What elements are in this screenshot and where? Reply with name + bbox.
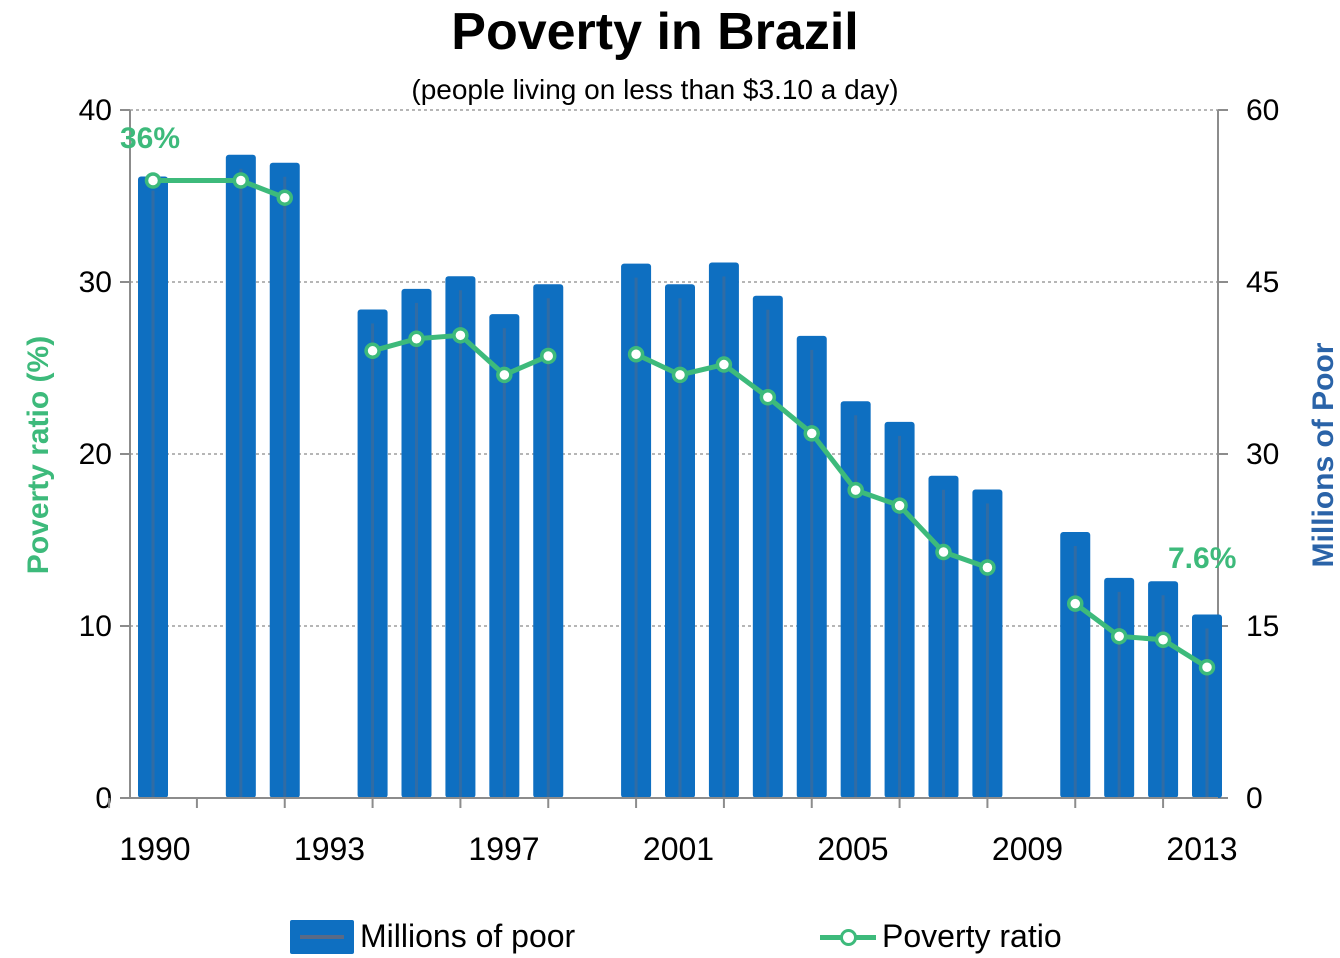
- line-point: [540, 347, 557, 365]
- line-point: [452, 327, 469, 344]
- x-tick-label: 1997: [468, 831, 539, 867]
- line-point: [627, 345, 645, 363]
- chart-subtitle: (people living on less than $3.10 a day): [411, 74, 899, 105]
- y-tick-label-right: 30: [1246, 438, 1279, 471]
- line-point: [364, 342, 381, 360]
- y-tick-label-right: 0: [1246, 782, 1263, 815]
- line-series-segment: [1073, 601, 1209, 670]
- legend-line-label: Poverty ratio: [882, 918, 1062, 954]
- legend-line-swatch: [820, 927, 876, 947]
- x-tick-label: 1990: [119, 831, 190, 867]
- line-point: [671, 366, 689, 384]
- legend-item-bars: Millions of poor: [290, 918, 575, 955]
- annotation-start: 36%: [120, 122, 180, 155]
- y-axis-title-left: Poverty ratio (%): [22, 336, 55, 574]
- x-tick-label: 1993: [294, 831, 365, 867]
- line-point: [935, 543, 952, 561]
- line-point: [1198, 659, 1216, 676]
- y-tick-label-right: 60: [1246, 94, 1279, 127]
- line-point: [1154, 631, 1172, 649]
- line-point: [276, 189, 293, 206]
- line-point: [891, 497, 908, 514]
- legend-item-line: Poverty ratio: [820, 918, 1062, 955]
- line-series-segment: [153, 178, 286, 201]
- y-tick-label-left: 0: [95, 782, 112, 815]
- line-point: [1110, 628, 1128, 645]
- line-point: [1067, 595, 1084, 612]
- line-point: [847, 481, 864, 499]
- y-tick-label-right: 15: [1246, 610, 1279, 643]
- x-tick-label: 2013: [1166, 831, 1237, 867]
- legend-bars-label: Millions of poor: [360, 918, 576, 954]
- x-tick-label: 2005: [817, 831, 888, 867]
- y-tick-label-left: 10: [79, 610, 112, 643]
- chart-plot-area: 0 10 20 30 40 0 15 30 45 60 1990 1993 1997 2001 2005 20…: [22, 94, 1340, 867]
- line-point: [715, 356, 733, 373]
- line-point: [803, 425, 820, 442]
- x-tick-label: 2001: [643, 831, 714, 867]
- line-point: [979, 559, 996, 576]
- y-tick-label-right: 45: [1246, 266, 1279, 299]
- y-tick-label-left: 40: [79, 94, 112, 127]
- line-point: [759, 388, 777, 406]
- annotation-end: 7.6%: [1168, 542, 1236, 575]
- y-tick-label-left: 20: [79, 438, 112, 471]
- line-point: [144, 172, 162, 189]
- line-point: [408, 330, 425, 348]
- chart-title: Poverty in Brazil: [451, 3, 859, 61]
- line-point: [232, 172, 250, 189]
- x-tick-label: 2009: [992, 831, 1063, 867]
- legend-bar-swatch: [290, 919, 354, 954]
- y-axis-title-right: Millions of Poor: [1307, 342, 1340, 567]
- line-point: [496, 366, 513, 384]
- y-tick-label-left: 30: [79, 266, 112, 299]
